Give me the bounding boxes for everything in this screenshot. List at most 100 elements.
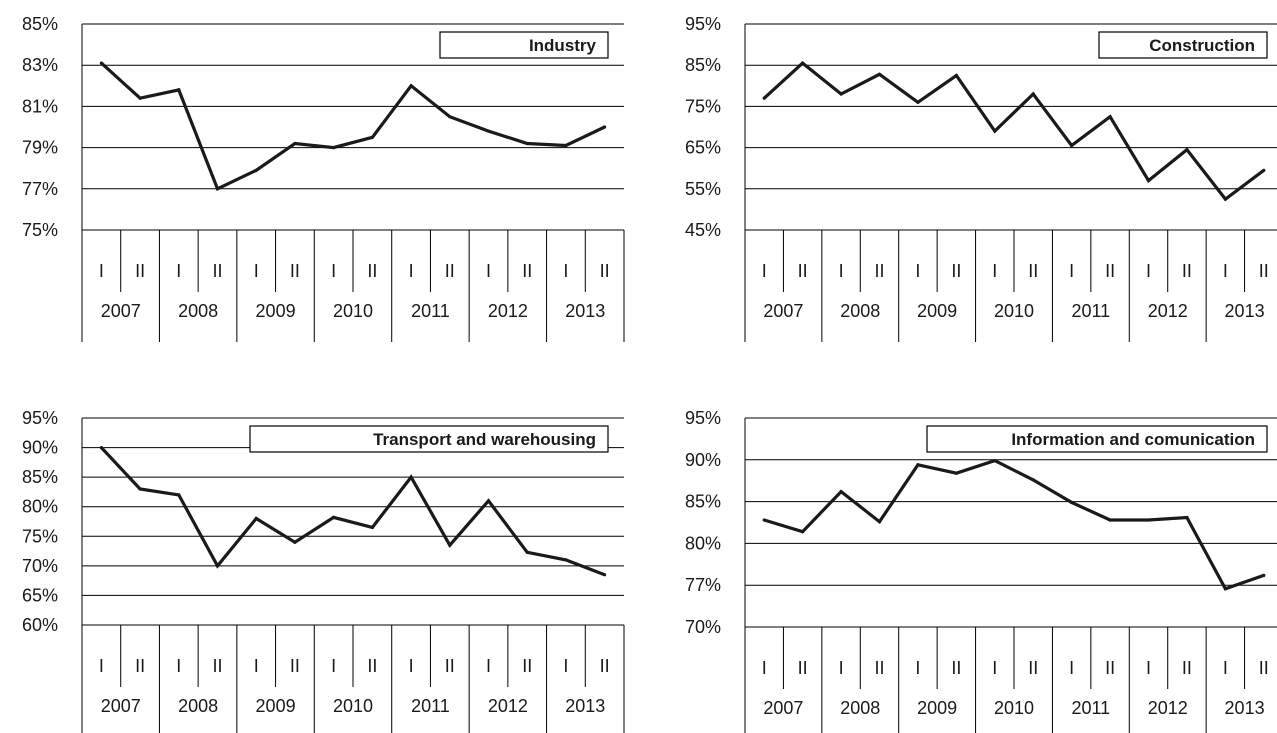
year-label: 2009 bbox=[256, 301, 296, 321]
y-tick-label: 70% bbox=[685, 617, 721, 637]
year-label: 2010 bbox=[994, 698, 1034, 718]
half-label: I bbox=[762, 658, 767, 678]
data-point bbox=[1262, 573, 1266, 578]
year-label: 2011 bbox=[411, 301, 450, 321]
half-label: I bbox=[176, 656, 181, 676]
year-label: 2008 bbox=[840, 301, 880, 321]
half-label: II bbox=[367, 656, 377, 676]
half-label: II bbox=[290, 261, 300, 281]
year-label: 2013 bbox=[565, 301, 605, 321]
half-label: II bbox=[874, 261, 884, 281]
data-point bbox=[1146, 179, 1151, 183]
half-label: II bbox=[212, 261, 222, 281]
chart-title: Transport and warehousing bbox=[373, 430, 596, 449]
year-label: 2008 bbox=[178, 301, 218, 321]
data-point bbox=[839, 92, 843, 96]
data-point bbox=[138, 487, 142, 491]
data-point bbox=[993, 129, 997, 133]
half-label: II bbox=[1028, 261, 1038, 281]
y-tick-label: 80% bbox=[685, 533, 721, 553]
year-label: 2007 bbox=[101, 301, 141, 321]
half-label: II bbox=[367, 261, 377, 281]
y-tick-label: 77% bbox=[22, 179, 58, 199]
year-label: 2011 bbox=[1071, 301, 1110, 321]
data-point bbox=[762, 96, 766, 100]
year-label: 2009 bbox=[917, 301, 957, 321]
year-label: 2009 bbox=[917, 698, 957, 718]
title-box bbox=[439, 31, 609, 59]
half-label: I bbox=[254, 656, 259, 676]
y-tick-label: 80% bbox=[22, 497, 58, 517]
half-label: II bbox=[135, 261, 145, 281]
year-label: 2012 bbox=[488, 301, 528, 321]
data-point bbox=[99, 61, 103, 65]
half-label: II bbox=[798, 658, 808, 678]
y-tick-label: 75% bbox=[22, 220, 58, 240]
half-label: II bbox=[1182, 658, 1192, 678]
data-point bbox=[486, 499, 491, 503]
half-label: I bbox=[1069, 658, 1074, 678]
y-tick-label: 85% bbox=[685, 55, 721, 75]
series-line bbox=[100, 446, 606, 577]
title-box bbox=[926, 425, 1268, 453]
data-point bbox=[564, 558, 568, 562]
half-label: I bbox=[331, 656, 336, 676]
data-point bbox=[1223, 587, 1227, 591]
y-tick-label: 77% bbox=[685, 575, 721, 595]
data-point bbox=[293, 540, 297, 544]
data-point bbox=[801, 530, 805, 534]
half-label: I bbox=[1146, 261, 1151, 281]
half-label: II bbox=[445, 656, 455, 676]
data-point bbox=[370, 525, 374, 530]
half-label: II bbox=[600, 656, 610, 676]
half-label: II bbox=[445, 261, 455, 281]
half-label: II bbox=[1182, 261, 1192, 281]
half-label: II bbox=[798, 261, 808, 281]
data-point bbox=[486, 129, 491, 133]
y-tick-label: 90% bbox=[22, 438, 58, 458]
data-point bbox=[916, 100, 920, 104]
data-point bbox=[215, 187, 220, 191]
y-tick-label: 45% bbox=[685, 220, 721, 240]
data-point bbox=[409, 84, 413, 88]
half-label: II bbox=[1105, 261, 1115, 281]
year-label: 2012 bbox=[488, 696, 528, 716]
title-box bbox=[249, 425, 609, 453]
y-tick-label: 95% bbox=[22, 408, 58, 428]
half-label: I bbox=[1223, 261, 1228, 281]
data-point bbox=[603, 573, 607, 577]
year-label: 2010 bbox=[994, 301, 1034, 321]
y-tick-label: 75% bbox=[685, 96, 721, 116]
data-point bbox=[801, 61, 805, 65]
data-point bbox=[1262, 168, 1266, 172]
y-tick-label: 81% bbox=[22, 96, 58, 116]
data-point bbox=[839, 490, 843, 494]
series-line bbox=[763, 60, 1265, 202]
data-point bbox=[138, 96, 142, 100]
y-tick-label: 83% bbox=[22, 55, 58, 75]
half-label: I bbox=[1146, 658, 1151, 678]
data-point bbox=[993, 459, 997, 463]
data-point bbox=[293, 141, 297, 146]
half-label: I bbox=[563, 656, 568, 676]
half-label: I bbox=[486, 656, 491, 676]
data-point bbox=[1031, 92, 1035, 96]
year-label: 2010 bbox=[333, 301, 373, 321]
chart-2: 45%55%65%75%85%95%I II I II I II I II I II I II I II2… bbox=[685, 14, 1277, 342]
data-point bbox=[1070, 143, 1074, 148]
year-label: 2009 bbox=[256, 696, 296, 716]
y-tick-label: 75% bbox=[22, 526, 58, 546]
year-label: 2011 bbox=[411, 696, 450, 716]
half-label: I bbox=[409, 656, 414, 676]
year-label: 2012 bbox=[1148, 301, 1188, 321]
data-point bbox=[332, 146, 336, 150]
data-point bbox=[954, 73, 959, 78]
chart-1: 75%77%79%81%83%85%I II I II I II I II I II I II I II2… bbox=[22, 14, 625, 342]
half-label: II bbox=[951, 261, 961, 281]
half-label: I bbox=[915, 658, 920, 678]
half-label: II bbox=[951, 658, 961, 678]
half-label: I bbox=[254, 261, 259, 281]
data-point bbox=[254, 168, 258, 172]
data-point bbox=[1108, 518, 1112, 522]
